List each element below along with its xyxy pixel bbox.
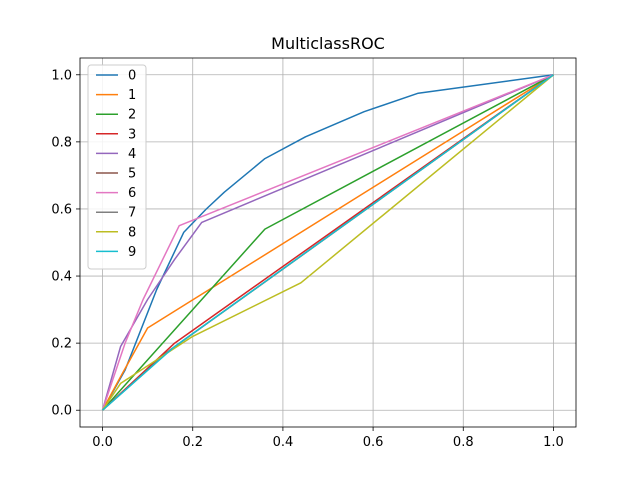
series-line-0 xyxy=(101,74,554,411)
legend-label-2: 2 xyxy=(128,108,136,123)
legend-label-1: 1 xyxy=(128,88,136,103)
plot-frame xyxy=(79,57,577,428)
legend-label-8: 8 xyxy=(128,225,136,240)
grid-lines xyxy=(80,58,576,427)
legend: 0 1 2 3 4 5 6 7 8 9 xyxy=(87,64,147,270)
y-tick-label: 0.4 xyxy=(51,270,72,285)
legend-label-6: 6 xyxy=(128,186,136,201)
series-line-6 xyxy=(101,74,554,411)
y-tick-label: 0.0 xyxy=(51,404,72,419)
chart-title: MulticlassROC xyxy=(271,34,385,53)
x-tick-label: 1.0 xyxy=(543,435,564,450)
x-tick-label: 0.2 xyxy=(182,435,203,450)
series-line-8 xyxy=(101,74,554,411)
legend-label-5: 5 xyxy=(128,167,136,182)
legend-label-0: 0 xyxy=(128,69,136,84)
legend-label-4: 4 xyxy=(128,147,136,162)
legend-label-9: 9 xyxy=(128,245,136,260)
y-tick-label: 1.0 xyxy=(51,68,72,83)
legend-box xyxy=(87,64,147,270)
axes: 0.0 0.2 0.4 0.6 0.8 1.0 0.0 0.2 0.4 0.6 0.8 1.0 xyxy=(51,57,577,450)
y-tick-label: 0.6 xyxy=(51,202,72,217)
x-tick-label: 0.6 xyxy=(363,435,384,450)
x-tick-label: 0.8 xyxy=(453,435,474,450)
legend-label-3: 3 xyxy=(128,127,136,142)
series-line-2 xyxy=(101,74,554,411)
y-tick-label: 0.2 xyxy=(51,337,72,352)
x-tick-label: 0.0 xyxy=(92,435,113,450)
series-lines xyxy=(101,74,554,411)
x-tick-label: 0.4 xyxy=(273,435,294,450)
y-tick-label: 0.8 xyxy=(51,135,72,150)
series-line-9 xyxy=(102,74,554,411)
series-line-1 xyxy=(101,74,554,411)
series-line-4 xyxy=(101,74,554,411)
legend-label-7: 7 xyxy=(128,206,136,221)
